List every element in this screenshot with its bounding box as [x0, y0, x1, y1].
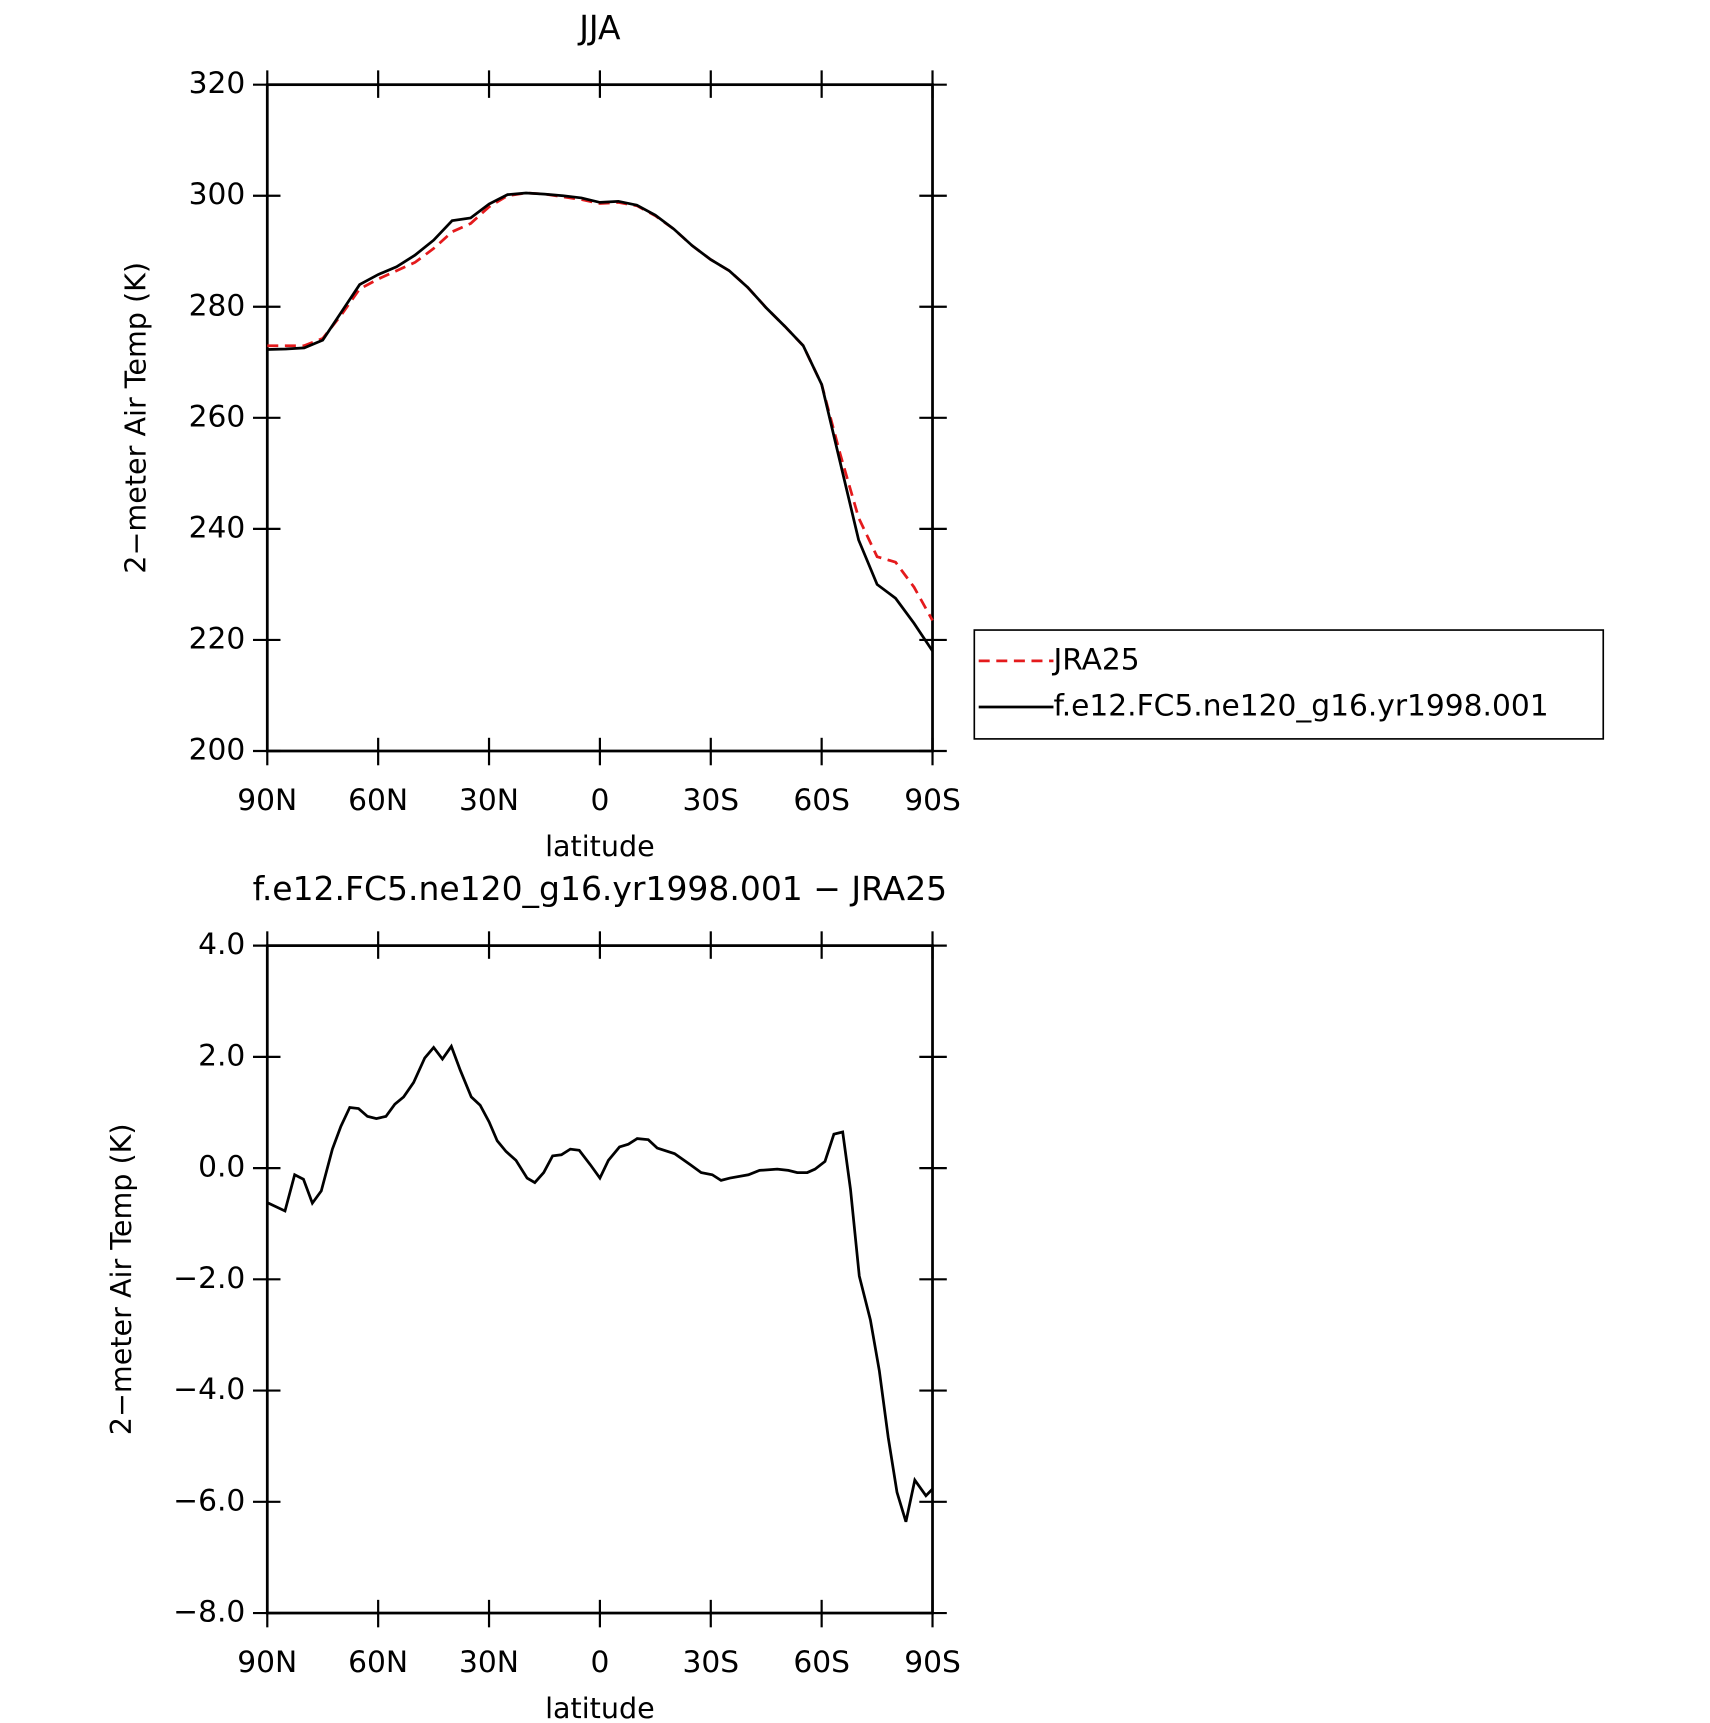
x-tick-label: 90S — [904, 782, 961, 817]
y-tick-label: 300 — [189, 176, 246, 211]
x-axis-label: latitude — [545, 829, 655, 863]
x-tick-label: 60N — [348, 782, 408, 817]
y-tick-label: 240 — [189, 509, 246, 544]
y-axis-label: 2−meter Air Temp (K) — [104, 1123, 138, 1435]
x-tick-label: 60S — [793, 1644, 850, 1679]
x-axis-label: latitude — [545, 1691, 655, 1723]
x-tick-label: 90N — [237, 1644, 297, 1679]
y-axis-label: 2−meter Air Temp (K) — [119, 262, 153, 574]
chart-title: f.e12.FC5.ne120_g16.yr1998.001 − JRA25 — [253, 869, 948, 908]
x-tick-label: 60N — [348, 1644, 408, 1679]
plot-frame — [265, 83, 934, 753]
x-tick-label: 30N — [459, 782, 519, 817]
legend-label: f.e12.FC5.ne120_g16.yr1998.001 — [1053, 688, 1548, 723]
data-line — [267, 191, 934, 652]
x-tick-label: 30S — [682, 782, 739, 817]
y-tick-label: 200 — [189, 731, 246, 766]
legend-label: JRA25 — [1051, 641, 1139, 676]
x-tick-label: 0 — [590, 782, 609, 817]
x-tick-label: 60S — [793, 782, 850, 817]
plot-frame — [265, 944, 934, 1615]
y-tick-label: 280 — [189, 287, 246, 322]
x-tick-label: 90N — [237, 782, 297, 817]
data-line — [266, 1043, 934, 1523]
y-tick-label: 320 — [189, 65, 246, 100]
y-tick-label: 220 — [189, 620, 246, 655]
y-tick-label: −8.0 — [173, 1594, 245, 1629]
y-tick-label: 2.0 — [198, 1037, 245, 1072]
y-tick-label: 0.0 — [198, 1149, 245, 1184]
legend-box — [973, 629, 1605, 740]
x-tick-label: 30N — [459, 1644, 519, 1679]
chart-title: JJA — [577, 8, 621, 47]
x-tick-label: 90S — [904, 1644, 961, 1679]
y-tick-label: −2.0 — [173, 1260, 245, 1295]
y-tick-label: 4.0 — [198, 926, 245, 961]
y-tick-label: −6.0 — [173, 1482, 245, 1517]
y-tick-label: −4.0 — [173, 1371, 245, 1406]
data-line — [267, 191, 934, 622]
y-tick-label: 260 — [189, 398, 246, 433]
x-tick-label: 30S — [682, 1644, 739, 1679]
x-tick-label: 0 — [590, 1644, 609, 1679]
